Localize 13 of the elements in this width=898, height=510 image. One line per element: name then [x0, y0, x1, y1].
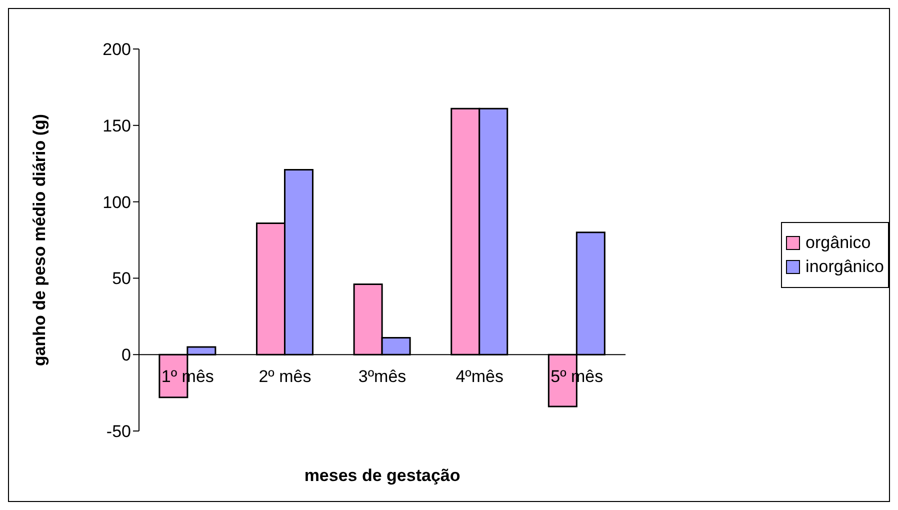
- legend-label: inorgânico: [806, 257, 884, 277]
- y-tick-label: 50: [112, 269, 131, 288]
- y-tick-label: 100: [102, 192, 131, 212]
- x-tick-label: 4ºmês: [456, 367, 504, 386]
- x-axis-title: meses de gestação: [304, 466, 460, 485]
- y-tick-label: -50: [106, 422, 131, 442]
- x-tick-label: 2º mês: [258, 367, 312, 386]
- y-tick-label: 0: [122, 346, 131, 365]
- y-tick-label: 150: [102, 116, 131, 136]
- y-axis-title: ganho de peso médio diário (g): [30, 114, 50, 366]
- legend-label: orgânico: [806, 233, 871, 253]
- y-tick-label: 200: [102, 40, 131, 60]
- x-tick-label: 3ºmês: [358, 367, 406, 386]
